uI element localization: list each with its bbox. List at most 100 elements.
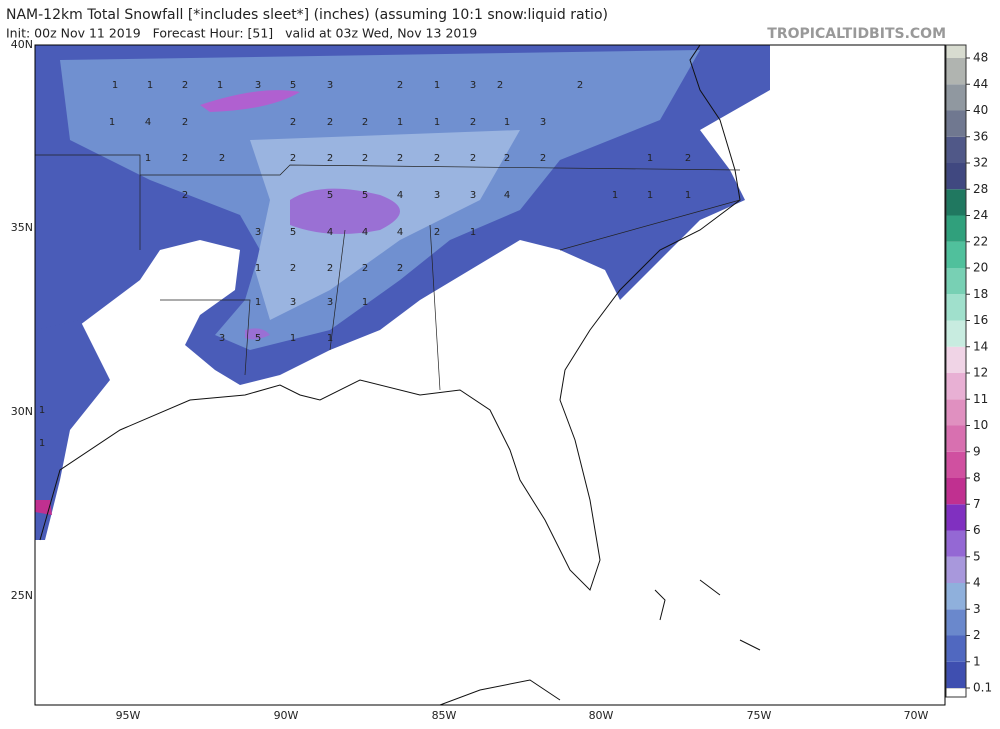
colorbar-band	[946, 530, 966, 557]
map-value-label: 1	[112, 80, 118, 91]
colorbar-frame	[945, 44, 967, 698]
colorbar-label: 4	[973, 576, 981, 590]
map-value-label: 3	[255, 227, 261, 238]
lat-label: 40N	[11, 38, 33, 51]
colorbar-band	[946, 556, 966, 583]
map-value-label: 3	[470, 80, 476, 91]
map-value-label: 2	[327, 263, 333, 274]
lon-label: 80W	[589, 709, 614, 722]
colorbar-label: 1	[973, 654, 981, 668]
map-value-label: 2	[362, 153, 368, 164]
map-value-label: 2	[182, 190, 188, 201]
map-value-label: 5	[362, 190, 368, 201]
colorbar-band	[946, 451, 966, 478]
colorbar-band	[946, 478, 966, 505]
snow-max	[290, 188, 400, 234]
map-value-label: 2	[290, 263, 296, 274]
map-value-label: 2	[290, 117, 296, 128]
map-value-label: 2	[470, 153, 476, 164]
map-value-label: 1	[470, 227, 476, 238]
map-value-label: 3	[470, 190, 476, 201]
map-value-label: 1	[255, 297, 261, 308]
colorbar-band	[946, 84, 966, 111]
colorbar-label: 3	[973, 602, 981, 616]
map-value-label: 2	[327, 153, 333, 164]
map-value-label: 5	[327, 190, 333, 201]
colorbar-band	[946, 661, 966, 688]
colorbar-label: 20	[973, 261, 988, 275]
colorbar-band	[946, 609, 966, 636]
lon-label: 95W	[116, 709, 141, 722]
map-value-label: 2	[362, 117, 368, 128]
map-value-label: 2	[219, 153, 225, 164]
colorbar-band	[946, 163, 966, 190]
snow-max	[200, 90, 300, 112]
map-value-label: 5	[290, 227, 296, 238]
map-value-label: 4	[362, 227, 368, 238]
state-borders	[35, 154, 741, 391]
map-value-label: 4	[397, 227, 403, 238]
colorbar-band	[946, 189, 966, 216]
map-value-label: 3	[290, 297, 296, 308]
colorbar-band	[946, 110, 966, 137]
colorbar-label: 11	[973, 392, 988, 406]
colorbar-band	[946, 399, 966, 426]
map-value-label: 1	[504, 117, 510, 128]
colorbar-label: 36	[973, 129, 988, 143]
colorbar-band	[946, 268, 966, 295]
colorbar-band	[946, 215, 966, 242]
colorbar-label: 8	[973, 471, 981, 485]
colorbar-band	[946, 136, 966, 163]
coastline	[439, 679, 561, 705]
lon-label: 85W	[432, 709, 457, 722]
colorbar-band	[946, 504, 966, 531]
map-value-label: 3	[327, 80, 333, 91]
map-value-label: 1	[39, 438, 45, 449]
colorbar-band	[946, 45, 966, 58]
colorbar-label: 12	[973, 366, 988, 380]
subtitle: Init: 00z Nov 11 2019 Forecast Hour: [51…	[6, 26, 477, 41]
colorbar-label: 40	[973, 103, 988, 117]
map-value-label: 1	[647, 153, 653, 164]
map-value-label: 1	[109, 117, 115, 128]
map-value-label: 2	[397, 80, 403, 91]
map-value-label: 3	[255, 80, 261, 91]
map-value-label: 2	[182, 117, 188, 128]
colorbar-label: 9	[973, 444, 981, 458]
snow-area	[35, 320, 110, 540]
coastline	[39, 45, 741, 591]
map-value-label: 2	[577, 80, 583, 91]
map-value-label: 2	[504, 153, 510, 164]
map-value-label: 1	[685, 190, 691, 201]
map-value-label: 2	[397, 263, 403, 274]
map-value-label: 4	[397, 190, 403, 201]
map-value-label: 1	[647, 190, 653, 201]
map-frame	[34, 44, 946, 706]
map-value-label: 2	[182, 153, 188, 164]
map-value-label: 1	[217, 80, 223, 91]
map-value-label: 4	[504, 190, 510, 201]
title: NAM-12km Total Snowfall [*includes sleet…	[6, 7, 608, 23]
map-value-label: 2	[327, 117, 333, 128]
site-name: TROPICALTIDBITS.COM	[767, 26, 946, 42]
colorbar-label: 22	[973, 234, 988, 248]
colorbar-label: 6	[973, 523, 981, 537]
map-value-label: 4	[145, 117, 151, 128]
map-value-label: 2	[540, 153, 546, 164]
map: 1 1 2 1 3 5 3 2 1 3 2 2 1 4 2 2 2 2 1 1 2 1 3 1 2 2 2 2 2 2 2 2 2 2 1 2 2 5 5 4…	[34, 44, 946, 706]
map-value-label: 1	[612, 190, 618, 201]
map-value-label: 5	[290, 80, 296, 91]
map-value-label: 1	[434, 117, 440, 128]
map-value-label: 1	[255, 263, 261, 274]
map-value-label: 1	[327, 333, 333, 344]
colorbar-label: 48	[973, 51, 988, 65]
colorbar-label: 14	[973, 339, 988, 353]
colorbar-label: 5	[973, 549, 981, 563]
map-value-label: 2	[397, 153, 403, 164]
colorbar-band	[946, 241, 966, 268]
map-value-label: 1	[39, 405, 45, 416]
map-value-label: 1	[290, 333, 296, 344]
colorbar-band	[946, 425, 966, 452]
lon-label: 70W	[904, 709, 929, 722]
